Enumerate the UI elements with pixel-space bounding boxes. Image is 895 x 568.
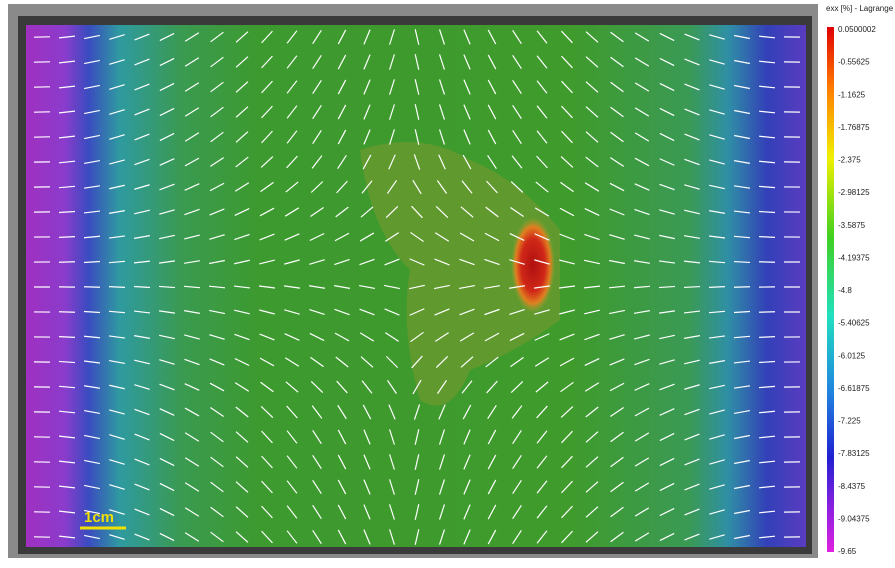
colorbar-tick-label: -8.4375 — [838, 482, 866, 491]
colorbar-tick-label: -0.55625 — [838, 58, 870, 67]
vector — [59, 337, 75, 338]
colorbar-tick-label: -2.98125 — [838, 188, 870, 197]
colorbar-tick-label: 0.0500002 — [838, 25, 876, 34]
colorbar-tick-label: -7.225 — [838, 417, 861, 426]
strain-hotspot — [511, 217, 555, 313]
colorbar-tick-label: -7.83125 — [838, 449, 870, 458]
colorbar-tick-label: -6.0125 — [838, 351, 866, 360]
colorbar-tick-label: -6.61875 — [838, 384, 870, 393]
colorbar-title: exx [%] - Lagrange — [826, 4, 894, 13]
colorbar — [827, 27, 834, 552]
vector — [59, 262, 75, 263]
colorbar-tick-label: -1.76875 — [838, 123, 870, 132]
vector — [759, 312, 775, 313]
colorbar-tick-label: -1.1625 — [838, 90, 866, 99]
colorbar-tick-label: -4.8 — [838, 286, 852, 295]
scale-label: 1cm — [84, 509, 114, 526]
colorbar-tick-label: -4.19375 — [838, 253, 870, 262]
vector — [759, 237, 775, 238]
colorbar-tick-label: -9.04375 — [838, 514, 870, 523]
colorbar-tick-label: -5.40625 — [838, 319, 870, 328]
vector — [59, 237, 75, 238]
vector — [759, 337, 775, 338]
colorbar-ticks: 0.0500002 -0.55625 -1.1625 -1.76875 -2.375 -2… — [838, 25, 876, 556]
vector — [109, 287, 125, 288]
colorbar-tick-label: -9.65 — [838, 547, 857, 556]
vector — [709, 287, 725, 288]
vector — [59, 312, 75, 313]
colorbar-tick-label: -3.5875 — [838, 221, 866, 230]
colorbar-tick-label: -2.375 — [838, 156, 861, 165]
